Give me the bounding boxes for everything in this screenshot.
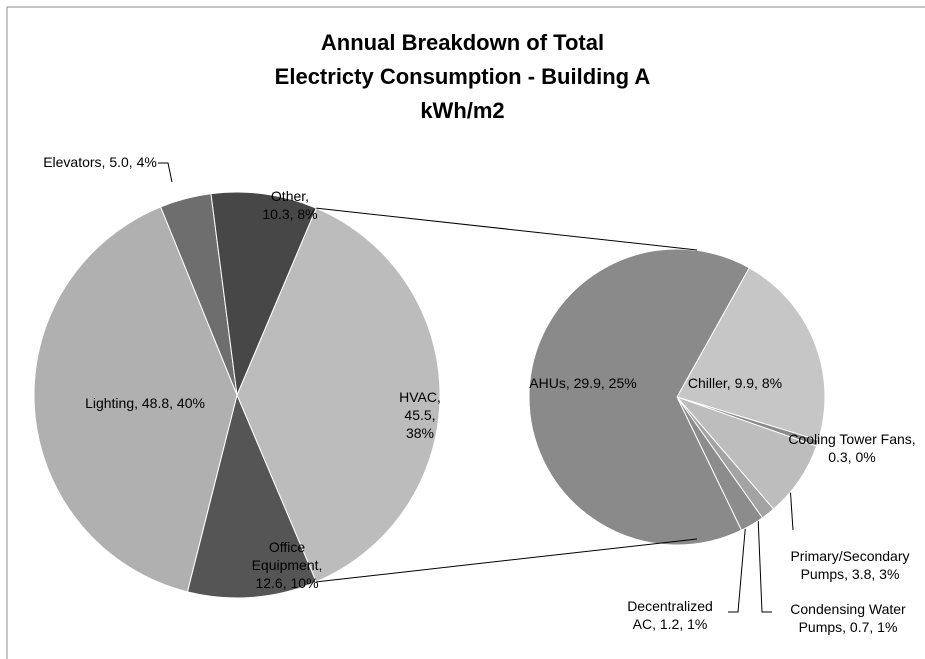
data-label: Elevators, 5.0, 4%: [43, 154, 157, 170]
connector-line: [316, 538, 698, 583]
pie-slice: [676, 267, 826, 441]
leader-line: [158, 162, 173, 183]
pie-slice: [210, 191, 317, 397]
pie-slice: [186, 393, 317, 599]
data-label: Lighting, 48.8, 40%: [85, 395, 205, 411]
leader-line: [757, 515, 772, 613]
data-label: HVAC, 45.5, 38%: [399, 389, 441, 441]
chart-title: kWh/m2: [420, 98, 505, 123]
data-label: Chiller, 9.9, 8%: [687, 375, 783, 391]
connector-line: [316, 207, 698, 251]
pie-slice: [236, 207, 441, 583]
chart-border: [6, 6, 925, 659]
data-label: Other, 10.3, 8%: [262, 188, 318, 222]
leader-line: [728, 519, 747, 613]
chart-title: Annual Breakdown of Total: [320, 30, 605, 55]
data-label: Condensing Water Pumps, 0.7, 1%: [790, 601, 906, 635]
data-label: Primary/Secondary Pumps, 3.8, 3%: [790, 548, 910, 582]
data-label: Decentralized AC, 1.2, 1%: [627, 598, 713, 632]
chart-title: Electricty Consumption - Building A: [274, 64, 651, 89]
pie-slice: [33, 206, 238, 593]
data-label: Office Equipment, 12.6, 10%: [251, 539, 323, 591]
data-label: Cooling Tower Fans, 0.3, 0%: [788, 431, 916, 465]
data-label: AHUs, 29.9, 25%: [529, 375, 637, 391]
